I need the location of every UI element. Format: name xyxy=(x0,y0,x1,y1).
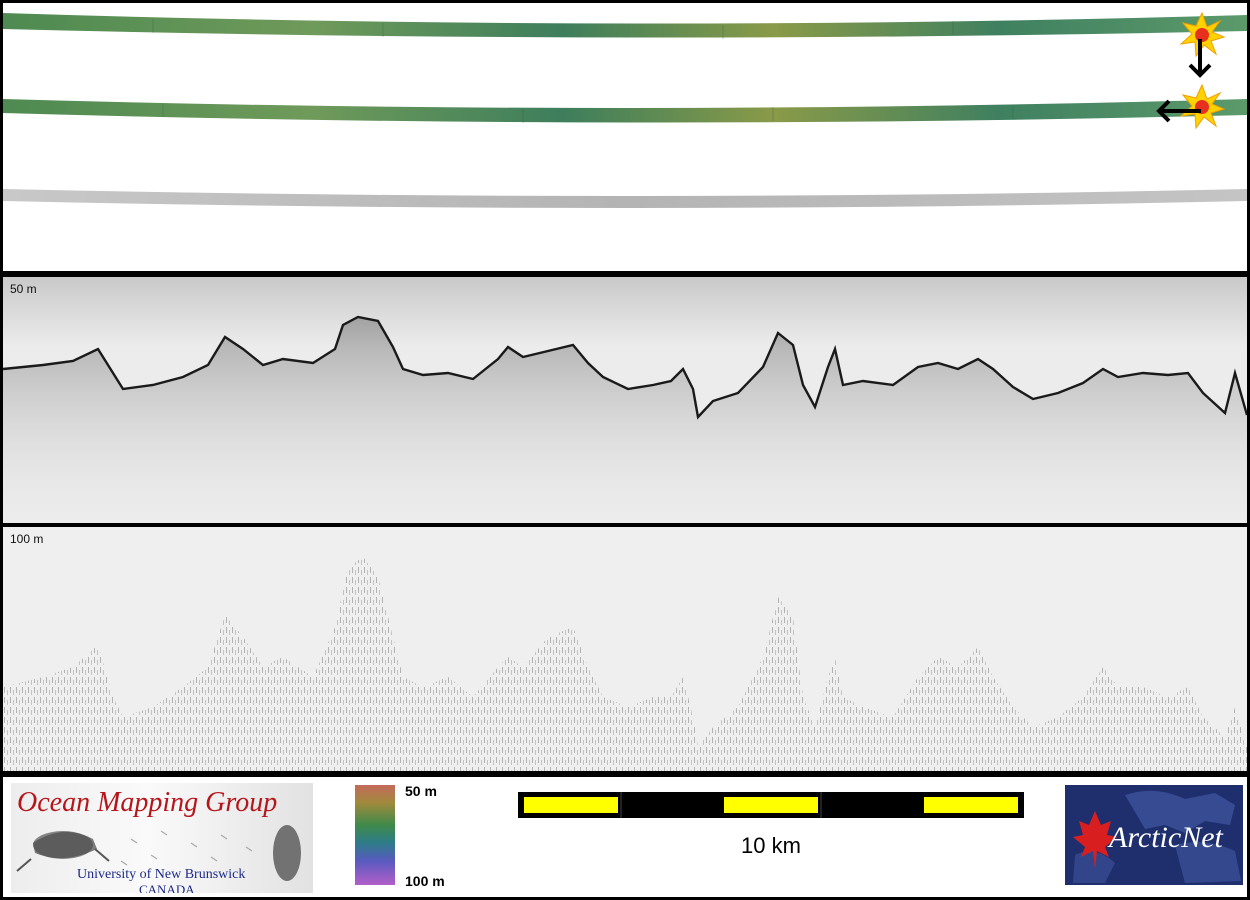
bathymetry-swath-1 xyxy=(3,13,1247,38)
upper-depth-label: 50 m xyxy=(10,282,37,296)
echogram-lower-graphic xyxy=(3,557,1247,771)
star-burst-icon xyxy=(1179,11,1226,58)
distance-scale-bar xyxy=(518,792,1024,818)
arcticnet-name: ArcticNet xyxy=(1109,821,1223,854)
lower-depth-label: 100 m xyxy=(10,532,44,546)
arcticnet-logo-graphic xyxy=(1073,790,1241,883)
seafloor-line-upper xyxy=(3,315,1247,420)
scale-segment xyxy=(924,797,1018,813)
echogram-upper: 50 m xyxy=(3,277,1247,523)
scale-label: 10 km xyxy=(741,833,801,858)
backscatter-swath xyxy=(3,189,1247,208)
arrow-down-icon xyxy=(1188,39,1212,78)
maple-leaf-icon xyxy=(1073,811,1117,869)
omg-country: CANADA xyxy=(139,882,195,893)
colorbar-bottom-label: 100 m xyxy=(405,873,445,889)
echogram-upper-graphic xyxy=(3,277,1247,523)
arcticnet-logo: ArcticNet xyxy=(1065,785,1243,885)
echogram-lower: 100 m xyxy=(3,527,1247,771)
omg-title: Ocean Mapping Group xyxy=(17,787,278,818)
ocean-mapping-group-logo: Ocean Mapping Group University of New Br… xyxy=(11,783,313,893)
scale-segment xyxy=(724,797,818,813)
sub-bottom-reflections xyxy=(3,557,1247,771)
omg-logo-graphic xyxy=(16,825,301,881)
swath-overview-graphic xyxy=(3,11,1247,208)
bathymetry-swath-2 xyxy=(3,99,1247,123)
footer-legend: Ocean Mapping Group University of New Br… xyxy=(3,777,1247,897)
omg-university: University of New Brunswick xyxy=(77,867,246,882)
colorbar-top-label: 50 m xyxy=(405,783,437,799)
swath-overview-panel xyxy=(3,3,1247,271)
scale-segment xyxy=(524,797,618,813)
depth-colorbar xyxy=(355,785,395,885)
seafloor-shading-upper xyxy=(3,317,1247,523)
arrow-left-icon xyxy=(1156,99,1201,123)
